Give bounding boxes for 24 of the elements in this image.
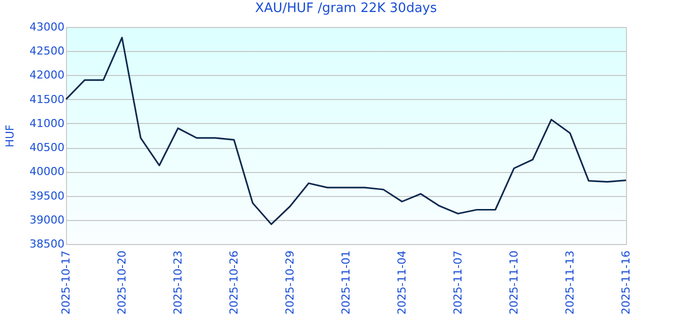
y-tick-label: 42000 [30, 68, 64, 82]
line-series [65, 36, 627, 226]
y-axis-title: HUF [4, 124, 17, 148]
x-tick-label: 2025-11-01 [340, 250, 352, 314]
x-tick-label: 2025-11-16 [620, 250, 632, 314]
x-tick-label: 2025-11-04 [396, 250, 408, 314]
x-tick-label: 2025-10-17 [60, 250, 72, 314]
x-tick-label: 2025-10-23 [172, 250, 184, 314]
y-tick-label: 40000 [30, 165, 64, 178]
x-tick-label: 2025-10-29 [284, 250, 296, 314]
y-tick-label: 43000 [30, 20, 64, 34]
x-tick-label: 2025-11-07 [452, 250, 464, 314]
y-tick-label: 39000 [30, 213, 64, 226]
y-tick-label: 38500 [30, 238, 64, 250]
x-tick-label: 2025-11-10 [508, 250, 520, 314]
y-tick-label: 42500 [30, 44, 64, 58]
y-tick-label: 39500 [30, 189, 64, 202]
y-tick-label: 40500 [30, 141, 64, 154]
x-tick-label: 2025-11-13 [564, 250, 576, 314]
y-tick-label: 41000 [30, 116, 64, 130]
x-tick-label: 2025-10-20 [116, 250, 128, 314]
chart-title: XAU/HUF /gram 22K 30days [255, 1, 438, 16]
y-tick-label: 41500 [30, 92, 64, 106]
x-tick-label: 2025-10-26 [228, 250, 240, 314]
